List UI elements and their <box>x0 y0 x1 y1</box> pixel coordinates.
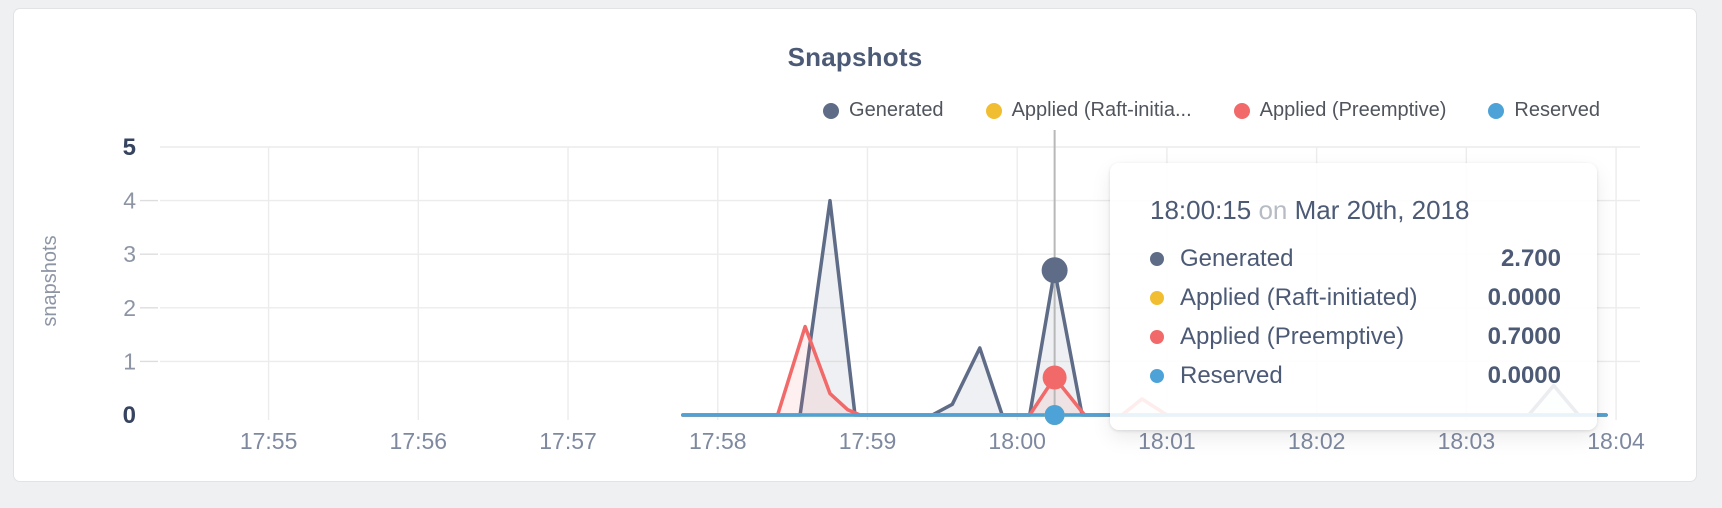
tooltip-value: 0.0000 <box>1487 283 1561 311</box>
legend-item-reserved[interactable]: Reserved <box>1488 99 1600 122</box>
tooltip-conjunction: on <box>1258 195 1288 225</box>
tooltip-value: 2.700 <box>1500 244 1561 272</box>
tooltip-time: 18:00:15 <box>1150 195 1252 225</box>
tooltip-value: 0.7000 <box>1487 322 1561 350</box>
legend-dot-icon <box>823 102 840 119</box>
tooltip-title: 18:00:15 on Mar 20th, 2018 <box>1150 195 1561 226</box>
chart-legend: Generated Applied (Raft-initia... Applie… <box>823 99 1600 122</box>
series-color-dot <box>1150 251 1164 266</box>
legend-label: Applied (Preemptive) <box>1259 99 1447 121</box>
legend-item-raft-initiated[interactable]: Applied (Raft-initia... <box>985 99 1192 122</box>
legend-dot-icon <box>1488 102 1505 119</box>
tooltip-row-reserved: Reserved 0.0000 <box>1150 356 1561 395</box>
chart-title: Snapshots <box>787 42 923 72</box>
series-color-dot <box>1150 290 1164 305</box>
tooltip-row-generated: Generated 2.700 <box>1150 239 1561 278</box>
legend-dot-icon <box>1233 102 1250 119</box>
tooltip-row-raft-initiated: Applied (Raft-initiated) 0.0000 <box>1150 278 1561 317</box>
series-color-dot <box>1150 368 1164 383</box>
legend-label: Reserved <box>1514 99 1600 121</box>
legend-label: Generated <box>849 99 944 121</box>
legend-label: Applied (Raft-initia... <box>1011 99 1192 121</box>
legend-dot-icon <box>985 102 1002 119</box>
series-color-dot <box>1150 329 1164 344</box>
tooltip-date: Mar 20th, 2018 <box>1294 195 1470 225</box>
tooltip-value: 0.0000 <box>1487 361 1561 389</box>
tooltip-row-preemptive: Applied (Preemptive) 0.7000 <box>1150 317 1561 356</box>
legend-item-preemptive[interactable]: Applied (Preemptive) <box>1233 99 1447 122</box>
hover-tooltip: 18:00:15 on Mar 20th, 2018 Generated 2.7… <box>1110 163 1597 430</box>
legend-item-generated[interactable]: Generated <box>823 99 944 122</box>
